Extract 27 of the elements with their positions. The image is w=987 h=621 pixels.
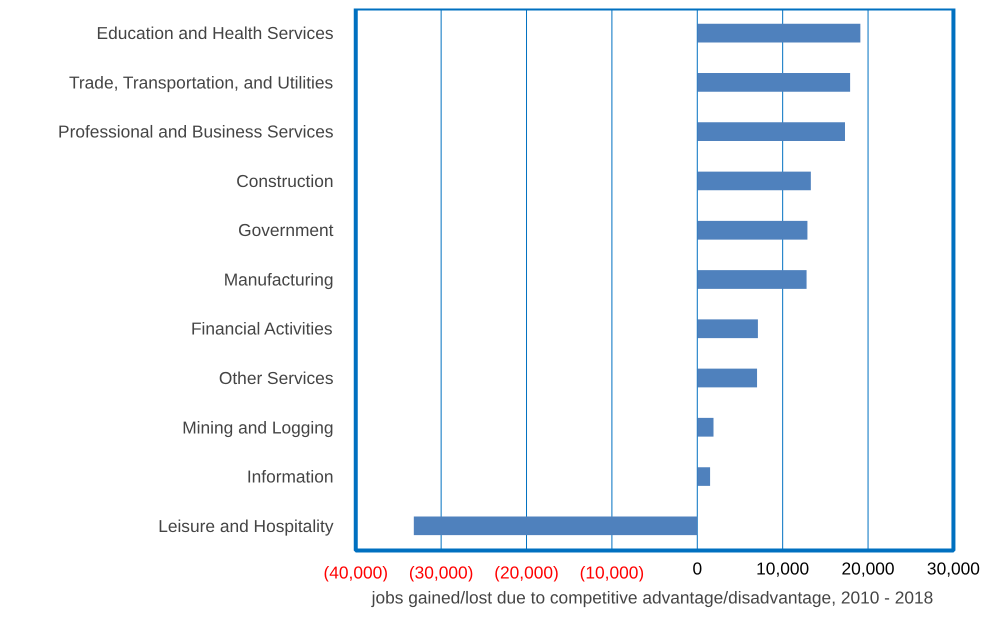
bar: [697, 319, 758, 338]
y-tick-label: Government: [238, 220, 334, 240]
bar: [697, 24, 860, 42]
bar: [697, 122, 845, 142]
bar: [697, 172, 811, 190]
bar: [414, 516, 698, 536]
y-tick-label: Professional and Business Services: [58, 122, 334, 142]
y-tick-label: Information: [246, 466, 334, 487]
x-tick-label: 30,000: [926, 558, 980, 578]
y-tick-label: Construction: [236, 170, 334, 191]
bar: [697, 73, 850, 92]
bar: [697, 467, 710, 486]
bar: [697, 270, 807, 289]
y-tick-label: Mining and Logging: [182, 417, 334, 438]
bar: [697, 418, 714, 437]
y-tick-label: Financial Activities: [190, 318, 333, 339]
bar: [697, 220, 808, 240]
y-tick-label: Manufacturing: [224, 269, 334, 290]
x-axis-title: jobs gained/lost due to competitive advantage/disadvantage, 2010 - 2018: [370, 588, 934, 608]
x-tick-label: 0: [692, 558, 702, 578]
y-tick-label: Other Services: [218, 368, 334, 388]
y-tick-label: Leisure and Hospitality: [158, 516, 334, 536]
x-tick-label: 20,000: [842, 558, 895, 578]
y-tick-label: Trade, Transportation, and Utilities: [68, 72, 334, 92]
bar: [697, 368, 758, 388]
x-tick-label: 10,000: [756, 558, 810, 578]
y-tick-label: Education and Health Services: [96, 23, 334, 44]
